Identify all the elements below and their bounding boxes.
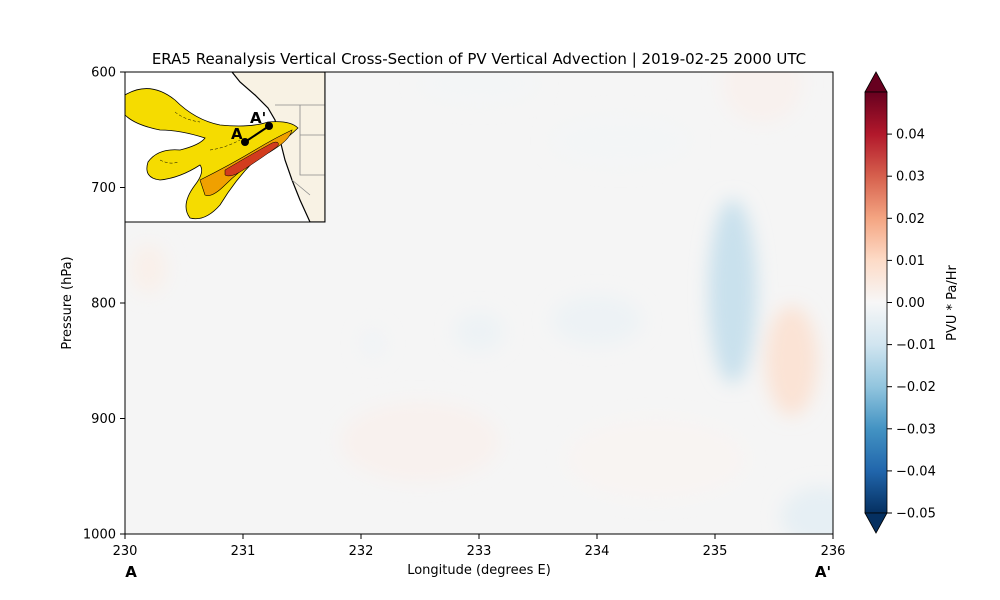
- colorbar: 0.04 0.03 0.02 0.01 0.00 −0.01 −0.02 −0.03 −0.04…: [864, 71, 960, 534]
- x-tick-label: 232: [349, 544, 374, 559]
- colorbar-tick-label: −0.05: [896, 507, 936, 522]
- inset-borders: [275, 104, 325, 196]
- colorbar-tick-label: 0.02: [896, 212, 925, 227]
- colorbar-gradient: [864, 91, 888, 514]
- colorbar-tick-label: 0.01: [896, 254, 925, 269]
- colorbar-extend-max: [864, 71, 888, 93]
- plot-area: [125, 72, 833, 534]
- colorbar-tick-label: 0.04: [896, 128, 925, 143]
- x-tick-label: 235: [703, 544, 728, 559]
- y-tick-label: 1000: [83, 528, 116, 543]
- x-tick-label: 231: [231, 544, 256, 559]
- colorbar-tick-label: −0.04: [896, 464, 936, 479]
- inset-map: A A': [125, 72, 325, 222]
- x-axis-label: Longitude (degrees E): [407, 563, 551, 578]
- x-tick-label: 234: [585, 544, 610, 559]
- colorbar-tick-label: −0.03: [896, 422, 936, 437]
- inset-contour-lines: [159, 111, 241, 164]
- field-feature: [130, 243, 167, 294]
- y-axis-label: Pressure (hPa): [60, 256, 75, 349]
- inset-label-a: A: [231, 125, 243, 143]
- section-start-label: A: [125, 563, 137, 581]
- field-feature: [708, 199, 757, 384]
- inset-label-a-prime: A': [250, 109, 266, 127]
- field-features: [130, 72, 833, 534]
- colorbar-tick-label: 0.03: [896, 170, 925, 185]
- inset-land: [231, 72, 325, 222]
- x-tick-label: 233: [467, 544, 492, 559]
- inset-point-a: [241, 138, 249, 146]
- y-tick-label: 900: [91, 412, 116, 427]
- colorbar-ticks: 0.04 0.03 0.02 0.01 0.00 −0.01 −0.02 −0.03 −0.04…: [887, 128, 936, 522]
- field-feature: [550, 116, 691, 167]
- colorbar-extend-min: [864, 512, 888, 534]
- chart-title: ERA5 Reanalysis Vertical Cross-Section o…: [152, 50, 806, 68]
- colorbar-tick-label: 0.00: [896, 296, 925, 311]
- field-feature: [340, 401, 500, 482]
- field-feature: [454, 311, 504, 352]
- y-tick-label: 600: [91, 66, 116, 81]
- field-feature: [552, 295, 642, 346]
- y-tick-label: 800: [91, 297, 116, 312]
- inset-pv-contour-inner: [224, 141, 279, 177]
- field-feature: [765, 305, 818, 416]
- colorbar-tick-label: −0.02: [896, 380, 936, 395]
- section-end-label: A': [815, 563, 831, 581]
- field-feature: [566, 418, 746, 499]
- x-tick-label: 230: [113, 544, 138, 559]
- field-feature: [419, 72, 539, 104]
- colorbar-label: PVU * Pa/Hr: [945, 264, 960, 340]
- field-feature: [360, 328, 385, 359]
- inset-point-a-prime: [265, 122, 273, 130]
- field-feature: [781, 486, 833, 534]
- x-tick-label: 236: [821, 544, 846, 559]
- y-tick-label: 700: [91, 181, 116, 196]
- colorbar-tick-label: −0.01: [896, 338, 936, 353]
- field-feature: [722, 72, 803, 124]
- x-axis: 230 231 232 233 234 235 236: [113, 534, 846, 559]
- y-axis: 600 700 800 900 1000: [83, 66, 125, 543]
- inset-cross-section-line: [244, 125, 270, 143]
- inset-pv-contour-outer: [125, 88, 299, 220]
